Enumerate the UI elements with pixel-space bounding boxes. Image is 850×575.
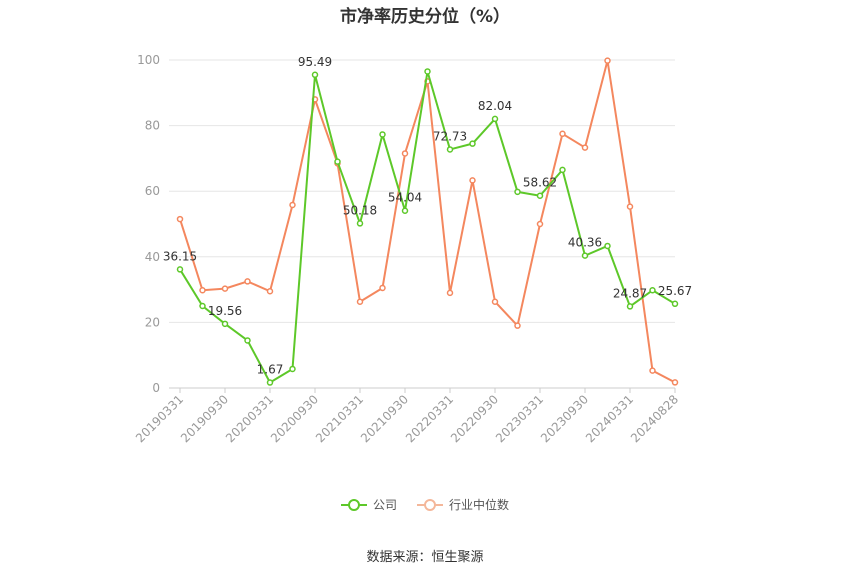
legend-label-company: 公司 — [372, 498, 397, 512]
industry-median-data-point — [581, 144, 589, 151]
company-series-line — [179, 70, 676, 384]
company-data-point — [446, 146, 454, 153]
x-tick-label: 20210331 — [313, 392, 366, 445]
industry-median-data-point — [626, 203, 634, 210]
industry-median-data-point — [649, 367, 656, 374]
y-tick-label: 80 — [145, 119, 160, 133]
x-tick-label: 20190930 — [178, 392, 231, 445]
data-label: 40.36 — [568, 236, 602, 250]
company-data-point — [581, 252, 589, 259]
industry-median-data-point — [401, 150, 409, 157]
industry-median-data-point — [289, 201, 296, 209]
company-data-point — [289, 365, 296, 373]
legend-label-industry-median: 行业中位数 — [449, 498, 510, 512]
y-tick-label: 40 — [145, 250, 160, 264]
y-tick-label: 100 — [137, 53, 160, 67]
x-tick-label: 20210930 — [358, 392, 411, 445]
company-data-point — [469, 140, 476, 147]
company-data-point — [626, 303, 634, 310]
x-tick-label: 20190331 — [133, 392, 186, 445]
industry-median-data-point — [469, 177, 476, 184]
company-data-point — [424, 68, 431, 75]
line-chart: 0 20 40 60 80 100 2019033120190930202003312020… — [133, 53, 692, 445]
data-label: 72.73 — [433, 129, 467, 143]
industry-median-data-point — [221, 285, 229, 292]
x-tick-label: 20240331 — [583, 392, 636, 445]
data-label: 36.15 — [163, 249, 197, 263]
company-data-point — [199, 302, 206, 310]
industry-median-data-point — [266, 287, 274, 295]
x-tick-label: 20200331 — [223, 392, 276, 445]
company-data-point — [401, 207, 409, 214]
x-tick-label: 20220930 — [448, 392, 501, 445]
industry-median-data-point — [491, 298, 499, 305]
company-data-point — [491, 115, 499, 123]
data-source: 数据来源：恒生聚源 — [366, 550, 484, 565]
industry-median-data-point — [199, 287, 206, 294]
company-data-point — [356, 220, 364, 227]
x-tick-label: 20220331 — [403, 392, 456, 445]
company-data-point — [266, 379, 274, 386]
data-label: 24.87 — [613, 286, 647, 300]
y-tick-label: 60 — [145, 184, 160, 198]
company-data-point — [311, 71, 319, 79]
industry-median-data-point — [356, 298, 364, 305]
x-tick-label: 20230930 — [538, 392, 591, 445]
industry-median-data-point — [559, 130, 566, 138]
data-label: 58.62 — [523, 176, 557, 190]
company-data-point — [604, 242, 611, 250]
company-data-point — [221, 320, 229, 328]
industry-median-data-point — [176, 215, 184, 223]
legend: 公司 行业中位数 — [0, 496, 850, 513]
data-label: 19.56 — [208, 304, 242, 318]
y-tick-label: 0 — [152, 381, 160, 395]
legend-item-industry-median[interactable]: 行业中位数 — [417, 496, 509, 513]
data-label: 95.49 — [298, 55, 332, 69]
legend-item-company[interactable]: 公司 — [340, 496, 397, 513]
x-tick-label: 20200930 — [268, 392, 321, 445]
data-label: 25.67 — [658, 284, 692, 298]
industry-median-data-point — [446, 289, 454, 297]
industry-median-data-point — [514, 322, 521, 329]
legend-swatch-company — [340, 498, 367, 512]
company-data-point — [514, 188, 521, 196]
company-data-point — [536, 192, 544, 199]
industry-median-data-point — [671, 379, 679, 386]
company-data-point — [379, 131, 386, 138]
industry-median-data-point — [244, 278, 251, 285]
company-data-point — [649, 287, 656, 294]
company-data-point — [559, 166, 566, 174]
x-tick-label: 20240828 — [628, 392, 681, 445]
chart-title: 市净率历史分位（%） — [339, 7, 511, 27]
company-data-point — [244, 337, 251, 344]
industry-median-data-point — [604, 57, 611, 64]
x-tick-label: 20230331 — [493, 392, 546, 445]
company-data-point — [334, 158, 341, 165]
data-label: 1.67 — [257, 363, 284, 377]
legend-swatch-industry-median — [417, 498, 443, 512]
data-label: 50.18 — [343, 203, 377, 217]
industry-median-data-point — [536, 220, 544, 228]
data-label: 54.04 — [388, 191, 422, 205]
industry-median-series-line — [179, 59, 676, 384]
y-tick-label: 20 — [145, 315, 160, 329]
data-label: 82.04 — [478, 99, 512, 113]
industry-median-data-point — [379, 284, 386, 292]
company-data-point — [671, 300, 679, 308]
company-data-point — [176, 266, 184, 273]
